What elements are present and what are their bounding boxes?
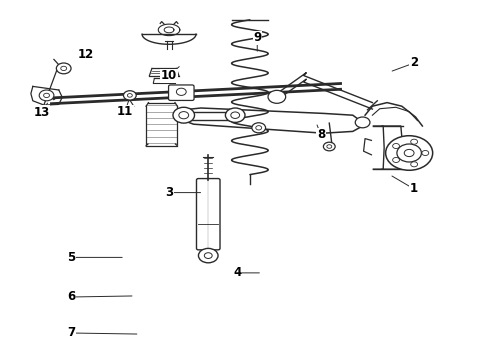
Circle shape [204,253,212,258]
Circle shape [323,142,335,151]
FancyBboxPatch shape [169,85,194,100]
Circle shape [173,107,195,123]
Circle shape [44,93,49,98]
Text: 4: 4 [234,266,242,279]
Circle shape [252,123,266,133]
Text: 2: 2 [410,57,418,69]
Circle shape [56,63,71,74]
Circle shape [392,144,399,149]
Text: 11: 11 [117,105,133,118]
Circle shape [411,162,417,167]
Text: 12: 12 [77,48,94,61]
Text: 7: 7 [67,327,75,339]
Circle shape [355,117,370,128]
Text: 9: 9 [253,31,261,44]
Circle shape [256,126,262,130]
Circle shape [176,88,186,95]
Circle shape [39,90,54,101]
Circle shape [397,144,421,162]
FancyBboxPatch shape [196,179,220,250]
Circle shape [225,108,245,122]
Text: 1: 1 [410,183,418,195]
Text: 8: 8 [317,129,325,141]
Circle shape [422,150,429,156]
Circle shape [231,112,240,118]
Circle shape [327,145,332,148]
Circle shape [386,136,433,170]
Circle shape [392,157,399,162]
Circle shape [179,112,189,119]
Text: 6: 6 [67,291,75,303]
Circle shape [411,139,417,144]
Circle shape [123,91,136,100]
Text: 5: 5 [67,251,75,264]
Circle shape [404,149,414,157]
Text: 10: 10 [161,69,177,82]
Text: 13: 13 [33,106,50,119]
Circle shape [268,90,286,103]
Circle shape [61,66,67,71]
Circle shape [127,94,132,97]
Circle shape [198,248,218,263]
Text: 3: 3 [165,186,173,199]
